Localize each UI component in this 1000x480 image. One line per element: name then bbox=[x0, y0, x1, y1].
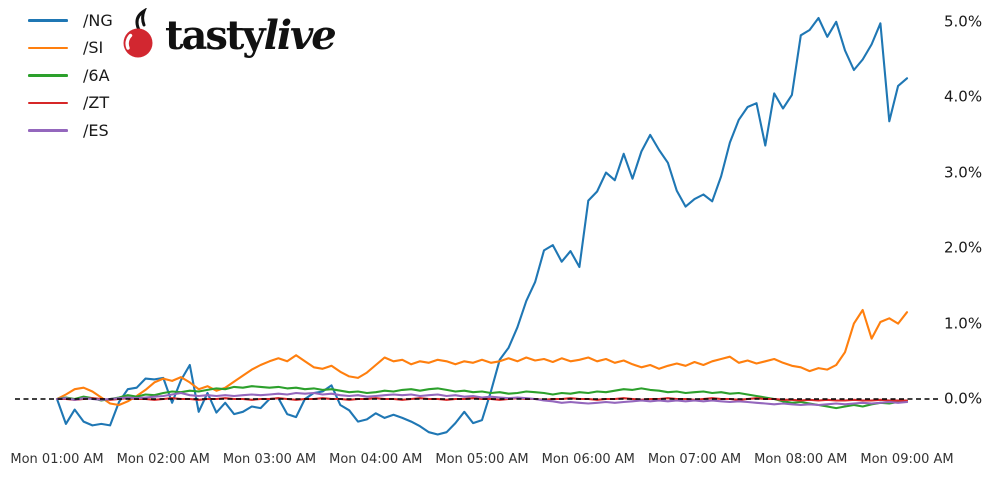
cherry-icon bbox=[123, 8, 153, 58]
y-tick-label: 3.0% bbox=[944, 163, 983, 182]
legend-label: /NG bbox=[83, 10, 113, 30]
y-tick-label: 2.0% bbox=[944, 238, 983, 257]
legend-label: /ES bbox=[83, 120, 109, 140]
legend-line-swatch bbox=[28, 19, 68, 22]
chart-legend: /NG/SI/6A/ZT/ES bbox=[28, 10, 113, 141]
series-line-si bbox=[55, 308, 909, 407]
logo-text-live: live bbox=[263, 12, 337, 59]
legend-label: /SI bbox=[83, 38, 104, 57]
legend-line-swatch bbox=[28, 101, 68, 105]
series-line-es bbox=[55, 391, 909, 407]
y-tick-label: 1.0% bbox=[944, 314, 983, 333]
x-tick-label: Mon 06:00 AM bbox=[541, 452, 635, 467]
x-tick-label: Mon 09:00 AM bbox=[860, 452, 954, 467]
cherry-highlight bbox=[125, 33, 133, 50]
legend-item-6a: /6A bbox=[28, 65, 113, 86]
legend-item-si: /SI bbox=[28, 38, 113, 59]
logo-text-tasty: tasty bbox=[165, 12, 266, 59]
series-line-ng bbox=[55, 16, 909, 436]
series-line-6a bbox=[55, 385, 909, 410]
tastylive-logo: tastylive bbox=[119, 8, 337, 60]
y-tick-label: 0.0% bbox=[944, 389, 983, 408]
logo-wordmark: tastylive bbox=[165, 12, 337, 60]
x-tick-label: Mon 03:00 AM bbox=[222, 452, 317, 467]
legend-line-swatch bbox=[28, 46, 68, 50]
y-tick-label: 4.0% bbox=[944, 87, 983, 106]
x-tick-label: Mon 07:00 AM bbox=[647, 452, 742, 467]
x-tick-label: Mon 04:00 AM bbox=[329, 452, 423, 467]
legend-item-ng: /NG bbox=[28, 10, 113, 31]
x-tick-label: Mon 05:00 AM bbox=[435, 452, 529, 467]
legend-line-swatch bbox=[28, 74, 68, 77]
cherry-stem bbox=[135, 8, 147, 34]
x-tick-label: Mon 08:00 AM bbox=[754, 452, 848, 467]
legend-item-es: /ES bbox=[28, 120, 113, 141]
x-tick-label: Mon 01:00 AM bbox=[10, 452, 104, 467]
x-tick-label: Mon 02:00 AM bbox=[116, 452, 210, 467]
legend-label: /6A bbox=[83, 65, 110, 85]
legend-label: /ZT bbox=[83, 93, 110, 112]
y-tick-label: 5.0% bbox=[944, 12, 983, 31]
series-lines bbox=[55, 16, 909, 436]
legend-line-swatch bbox=[28, 129, 68, 132]
legend-item-zt: /ZT bbox=[28, 93, 113, 114]
